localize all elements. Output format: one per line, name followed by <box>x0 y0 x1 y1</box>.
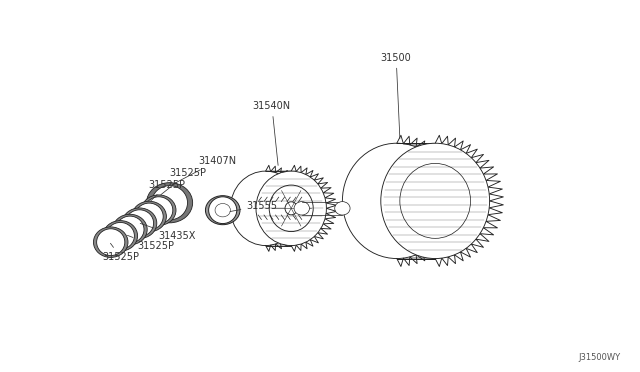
Ellipse shape <box>209 197 237 224</box>
Ellipse shape <box>400 163 470 238</box>
Ellipse shape <box>145 197 173 224</box>
Ellipse shape <box>122 208 157 238</box>
Text: 31500: 31500 <box>381 53 412 139</box>
Text: 31555: 31555 <box>230 201 277 212</box>
Ellipse shape <box>342 143 451 259</box>
Text: 31525P: 31525P <box>127 235 175 251</box>
Ellipse shape <box>116 216 144 243</box>
Text: 31540N: 31540N <box>253 101 291 166</box>
Text: 31435X: 31435X <box>140 223 196 241</box>
Ellipse shape <box>106 222 134 249</box>
Ellipse shape <box>285 202 298 215</box>
Ellipse shape <box>294 202 310 215</box>
Ellipse shape <box>205 196 240 225</box>
Ellipse shape <box>93 227 128 257</box>
Ellipse shape <box>256 171 326 246</box>
Ellipse shape <box>132 201 166 232</box>
Ellipse shape <box>97 229 125 256</box>
Ellipse shape <box>335 202 350 215</box>
Ellipse shape <box>113 214 147 245</box>
Ellipse shape <box>230 171 301 246</box>
Text: 31525P: 31525P <box>102 243 140 262</box>
Text: 31525P: 31525P <box>161 168 207 195</box>
Ellipse shape <box>135 203 163 230</box>
Text: J31500WY: J31500WY <box>579 353 621 362</box>
Ellipse shape <box>152 186 188 220</box>
Ellipse shape <box>103 221 138 251</box>
Ellipse shape <box>147 183 193 223</box>
Text: 31407N: 31407N <box>172 156 237 185</box>
Ellipse shape <box>381 143 490 259</box>
Ellipse shape <box>125 210 154 237</box>
Text: 31525P: 31525P <box>148 180 186 201</box>
Ellipse shape <box>141 195 176 225</box>
Ellipse shape <box>269 185 313 231</box>
Ellipse shape <box>215 203 230 217</box>
